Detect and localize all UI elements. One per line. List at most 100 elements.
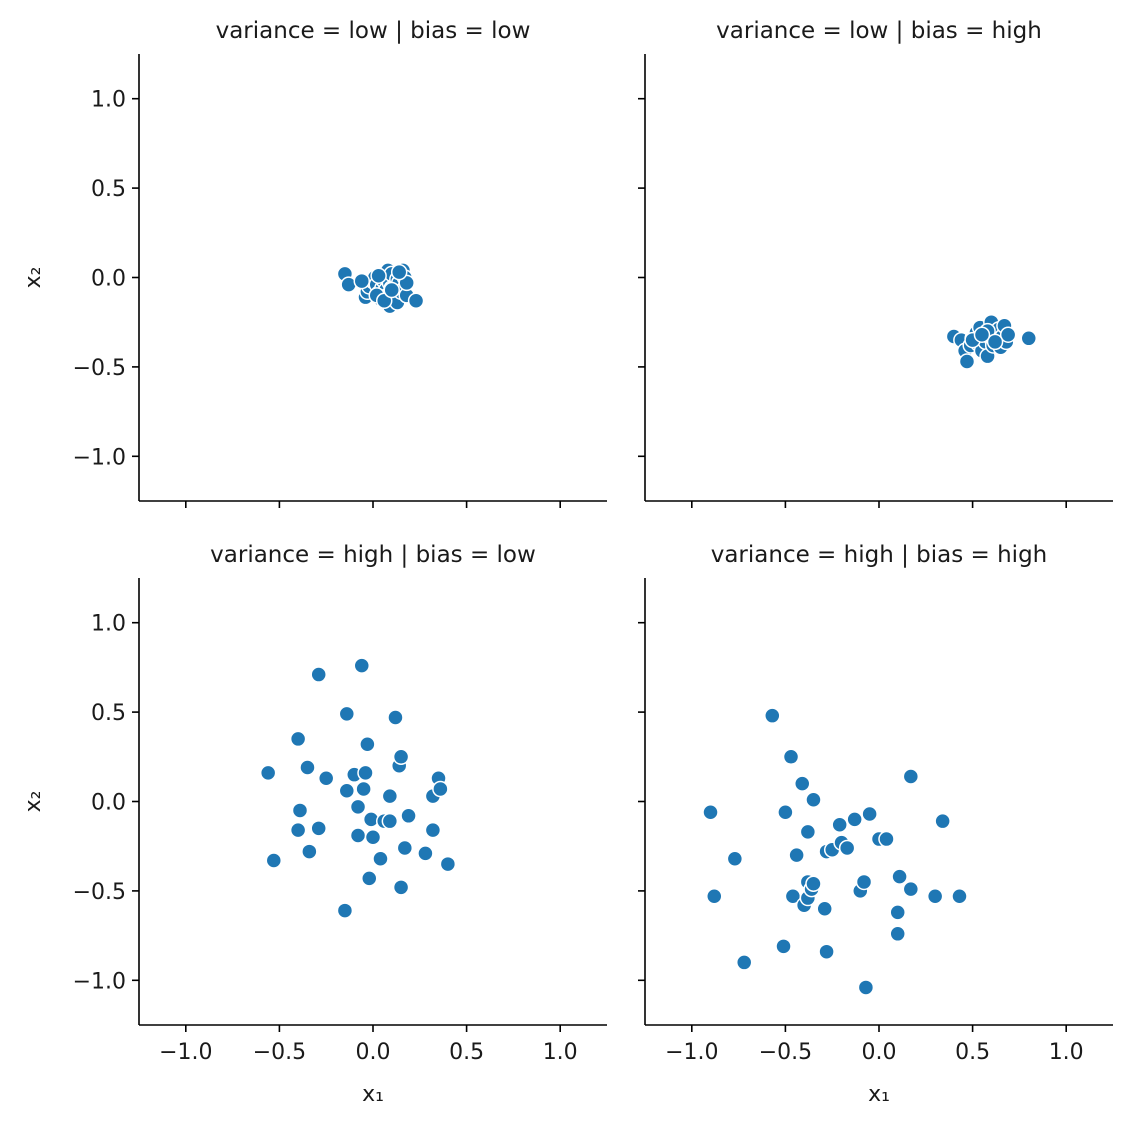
- panel-title: variance = low | bias = low: [216, 18, 531, 44]
- scatter-point: [782, 748, 800, 766]
- scatter-point: [838, 839, 856, 857]
- scatter-point: [338, 782, 356, 800]
- x-tick-label: 0.5: [955, 1040, 990, 1065]
- panel-title: variance = low | bias = high: [716, 18, 1042, 44]
- scatter-point: [805, 791, 822, 808]
- scatter-point: [973, 326, 991, 343]
- scatter-point: [310, 820, 327, 837]
- scatter-point: [407, 292, 425, 309]
- y-tick-label: −0.5: [73, 880, 126, 905]
- scatter-points: [259, 657, 457, 919]
- scatter-point: [958, 353, 976, 370]
- panel-3: variance = high | bias = low −1.0 −0.5 0.0 0…: [21, 542, 607, 1107]
- scatter-point: [400, 807, 417, 825]
- scatter-point: [392, 879, 410, 896]
- scatter-point: [891, 868, 908, 885]
- scatter-point: [390, 263, 408, 281]
- panel-1: variance = low | bias = low 1.0 0.5 0.0 −0.5…: [21, 18, 607, 508]
- scatter-point: [289, 730, 307, 748]
- scatter-point: [799, 823, 817, 841]
- scatter-point: [777, 803, 794, 821]
- y-tick-label: 0.5: [91, 701, 126, 726]
- scatter-point: [735, 954, 753, 971]
- scatter-point: [986, 333, 1004, 351]
- scatter-point: [353, 272, 371, 290]
- scatter-point: [370, 267, 387, 284]
- scatter-point: [317, 770, 335, 787]
- scatter-point: [764, 707, 781, 724]
- scatter-point: [951, 888, 968, 905]
- scatter-point: [289, 821, 307, 839]
- scatter-point: [355, 780, 372, 798]
- scatter-point: [775, 938, 792, 955]
- scatter-point: [934, 812, 951, 830]
- scatter-point: [349, 798, 367, 816]
- scatter-point: [265, 852, 283, 869]
- scatter-point: [439, 855, 457, 873]
- scatter-point: [372, 850, 389, 867]
- y-tick-label: −0.5: [73, 356, 126, 381]
- scatter-point: [726, 850, 744, 867]
- panel-title: variance = high | bias = low: [210, 542, 536, 568]
- scatter-point: [831, 816, 848, 833]
- x-tick-label: −1.0: [665, 1040, 718, 1065]
- scatter-point: [310, 666, 327, 683]
- scatter-point: [706, 888, 723, 905]
- scatter-point: [259, 764, 277, 782]
- panel-2: variance = low | bias = high: [638, 18, 1113, 508]
- scatter-point: [301, 843, 318, 860]
- scatter-point: [353, 657, 371, 674]
- scatter-point: [805, 875, 822, 892]
- y-axis-label: x₂: [21, 267, 46, 289]
- x-tick-label: −0.5: [253, 1040, 306, 1065]
- scatter-point: [396, 839, 414, 857]
- scatter-point: [861, 805, 878, 823]
- scatter-point: [1020, 330, 1038, 347]
- x-axis-label: x₁: [362, 1082, 384, 1107]
- scatter-point: [381, 812, 399, 830]
- scatter-point: [857, 979, 875, 996]
- scatter-point: [702, 803, 719, 821]
- x-tick-label: −1.0: [159, 1040, 212, 1065]
- scatter-point: [432, 780, 449, 798]
- scatter-point: [816, 900, 833, 918]
- scatter-point: [889, 904, 906, 921]
- scatter-point: [999, 326, 1017, 343]
- panel-4: variance = high | bias = high −1.0 −0.5 0.0…: [638, 542, 1113, 1107]
- y-tick-label: −1.0: [73, 445, 126, 470]
- scatter-point: [338, 705, 356, 723]
- scatter-point: [392, 748, 410, 766]
- y-tick-label: 1.0: [91, 88, 126, 113]
- x-tick-label: 0.5: [449, 1040, 484, 1065]
- scatter-point: [381, 787, 399, 805]
- scatter-point: [889, 925, 906, 943]
- scatter-point: [926, 888, 944, 905]
- scatter-point: [788, 846, 805, 864]
- scatter-point: [299, 759, 316, 776]
- panel-title: variance = high | bias = high: [711, 542, 1048, 568]
- scatter-points: [336, 262, 425, 315]
- scatter-point: [291, 802, 309, 819]
- x-tick-label: −0.5: [759, 1040, 812, 1065]
- x-tick-label: 1.0: [1049, 1040, 1084, 1065]
- scatter-point: [336, 902, 354, 919]
- scatter-point: [855, 873, 873, 891]
- x-axis-label: x₁: [868, 1082, 890, 1107]
- scatter-point: [793, 775, 811, 792]
- scatter-point: [359, 736, 376, 753]
- scatter-point: [424, 821, 442, 839]
- scatter-point: [417, 845, 434, 862]
- scatter-point: [846, 811, 863, 828]
- x-tick-label: 0.0: [862, 1040, 897, 1065]
- scatter-points: [702, 707, 968, 996]
- scatter-points: [945, 313, 1038, 370]
- y-tick-label: 1.0: [91, 612, 126, 637]
- y-tick-label: 0.0: [91, 267, 126, 292]
- scatter-point: [383, 281, 400, 299]
- x-tick-label: 1.0: [543, 1040, 578, 1065]
- scatter-point: [878, 830, 895, 848]
- scatter-point: [349, 827, 367, 844]
- scatter-point: [902, 768, 920, 785]
- scatter-point: [387, 709, 404, 726]
